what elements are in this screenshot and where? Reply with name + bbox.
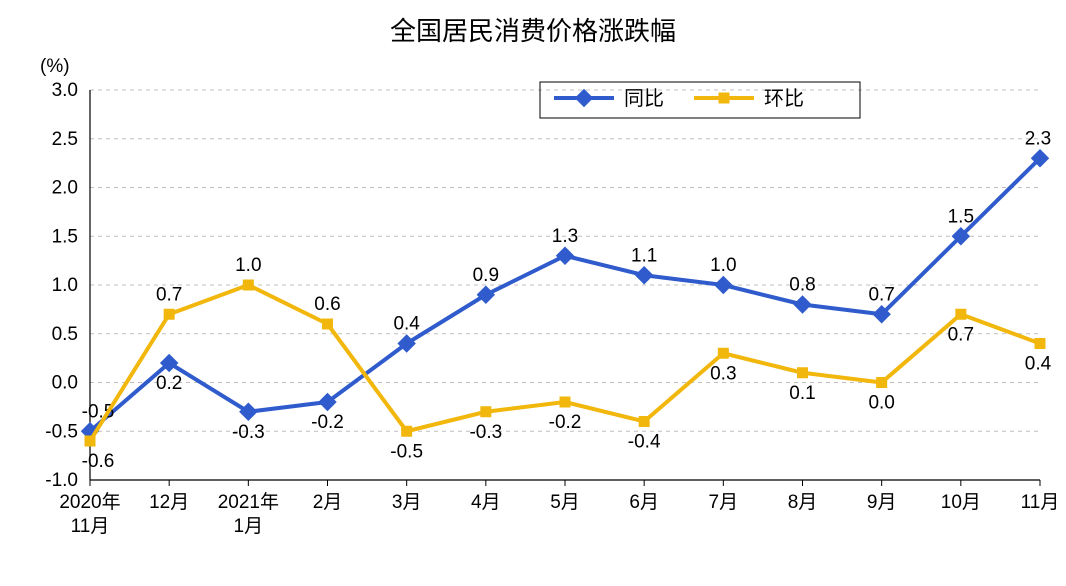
data-label-yoy: 0.9 — [473, 265, 499, 286]
y-tick-label: -1.0 — [45, 470, 78, 491]
marker-square — [719, 93, 730, 104]
marker-square — [164, 309, 175, 320]
x-tick-label: 12月 — [149, 492, 189, 513]
data-label-mom: 0.6 — [314, 294, 340, 315]
y-tick-label: 0.5 — [52, 324, 78, 345]
marker-square — [639, 416, 650, 427]
x-tick-label: 2021年 — [218, 491, 279, 513]
marker-square — [322, 319, 333, 330]
marker-square — [718, 348, 729, 359]
data-label-mom: -0.6 — [82, 451, 115, 472]
data-label-yoy: 1.0 — [710, 255, 736, 276]
y-unit-label: (%) — [40, 56, 70, 77]
y-tick-label: -0.5 — [45, 421, 78, 442]
marker-square — [1035, 338, 1046, 349]
y-tick-label: 1.0 — [52, 275, 78, 296]
data-label-mom: 0.3 — [710, 363, 736, 384]
y-tick-label: 0.0 — [52, 373, 78, 394]
marker-square — [560, 397, 571, 408]
y-tick-label: 2.0 — [52, 178, 78, 199]
marker-square — [955, 309, 966, 320]
data-label-yoy: 0.7 — [868, 284, 894, 305]
data-label-yoy: -0.3 — [232, 422, 265, 443]
legend-label: 环比 — [764, 87, 804, 110]
marker-square — [401, 426, 412, 437]
marker-square — [797, 367, 808, 378]
chart-svg: 全国居民消费价格涨跌幅 (%) -1.0 -0.5 0.0 0.5 1.0 1.5 2.0 2.5… — [0, 0, 1066, 586]
data-label-yoy: 0.4 — [393, 314, 420, 335]
chart-title: 全国居民消费价格涨跌幅 — [390, 16, 676, 46]
data-label-yoy: 0.2 — [156, 373, 182, 394]
data-label-mom: -0.4 — [628, 432, 661, 453]
x-tick-label: 7月 — [709, 492, 739, 513]
data-label-yoy: 1.1 — [631, 245, 657, 266]
data-label-yoy: 2.3 — [1025, 128, 1051, 149]
data-label-mom: 0.4 — [1025, 354, 1052, 375]
x-tick-label: 6月 — [629, 492, 659, 513]
x-tick-label: 5月 — [550, 492, 580, 513]
marker-square — [876, 377, 887, 388]
x-tick-label: 3月 — [392, 492, 422, 513]
x-tick-label: 10月 — [941, 492, 981, 513]
x-tick-label: 11月 — [1021, 492, 1060, 513]
data-label-mom: 0.1 — [789, 383, 815, 404]
data-label-mom: 0.7 — [156, 284, 182, 305]
x-tick-label: 11月 — [71, 516, 110, 537]
x-tick-label: 4月 — [471, 492, 501, 513]
x-tick-label: 2月 — [313, 492, 343, 513]
x-tick-label: 2020年 — [59, 491, 120, 513]
marker-square — [85, 436, 96, 447]
data-label-mom: -0.5 — [390, 441, 423, 462]
y-tick-label: 2.5 — [52, 129, 78, 150]
data-label-mom: 0.0 — [868, 393, 894, 414]
data-label-mom: 1.0 — [235, 255, 261, 276]
x-tick-label: 8月 — [788, 492, 818, 513]
data-label-yoy: 1.3 — [552, 226, 578, 247]
marker-square — [480, 406, 491, 417]
y-tick-label: 3.0 — [52, 80, 78, 101]
x-tick-label: 1月 — [234, 516, 264, 537]
data-label-yoy: 1.5 — [948, 206, 974, 227]
data-label-mom: -0.2 — [549, 412, 582, 433]
data-label-mom: 0.7 — [948, 324, 974, 345]
y-tick-label: 1.5 — [52, 226, 78, 247]
x-tick-label: 9月 — [867, 492, 897, 513]
data-label-yoy: 0.8 — [789, 275, 815, 296]
marker-square — [243, 280, 254, 291]
data-label-yoy: -0.2 — [311, 412, 344, 433]
cpi-chart: 全国居民消费价格涨跌幅 (%) -1.0 -0.5 0.0 0.5 1.0 1.5 2.0 2.5… — [0, 0, 1066, 586]
data-label-mom: -0.3 — [469, 422, 502, 443]
legend-label: 同比 — [624, 87, 664, 110]
